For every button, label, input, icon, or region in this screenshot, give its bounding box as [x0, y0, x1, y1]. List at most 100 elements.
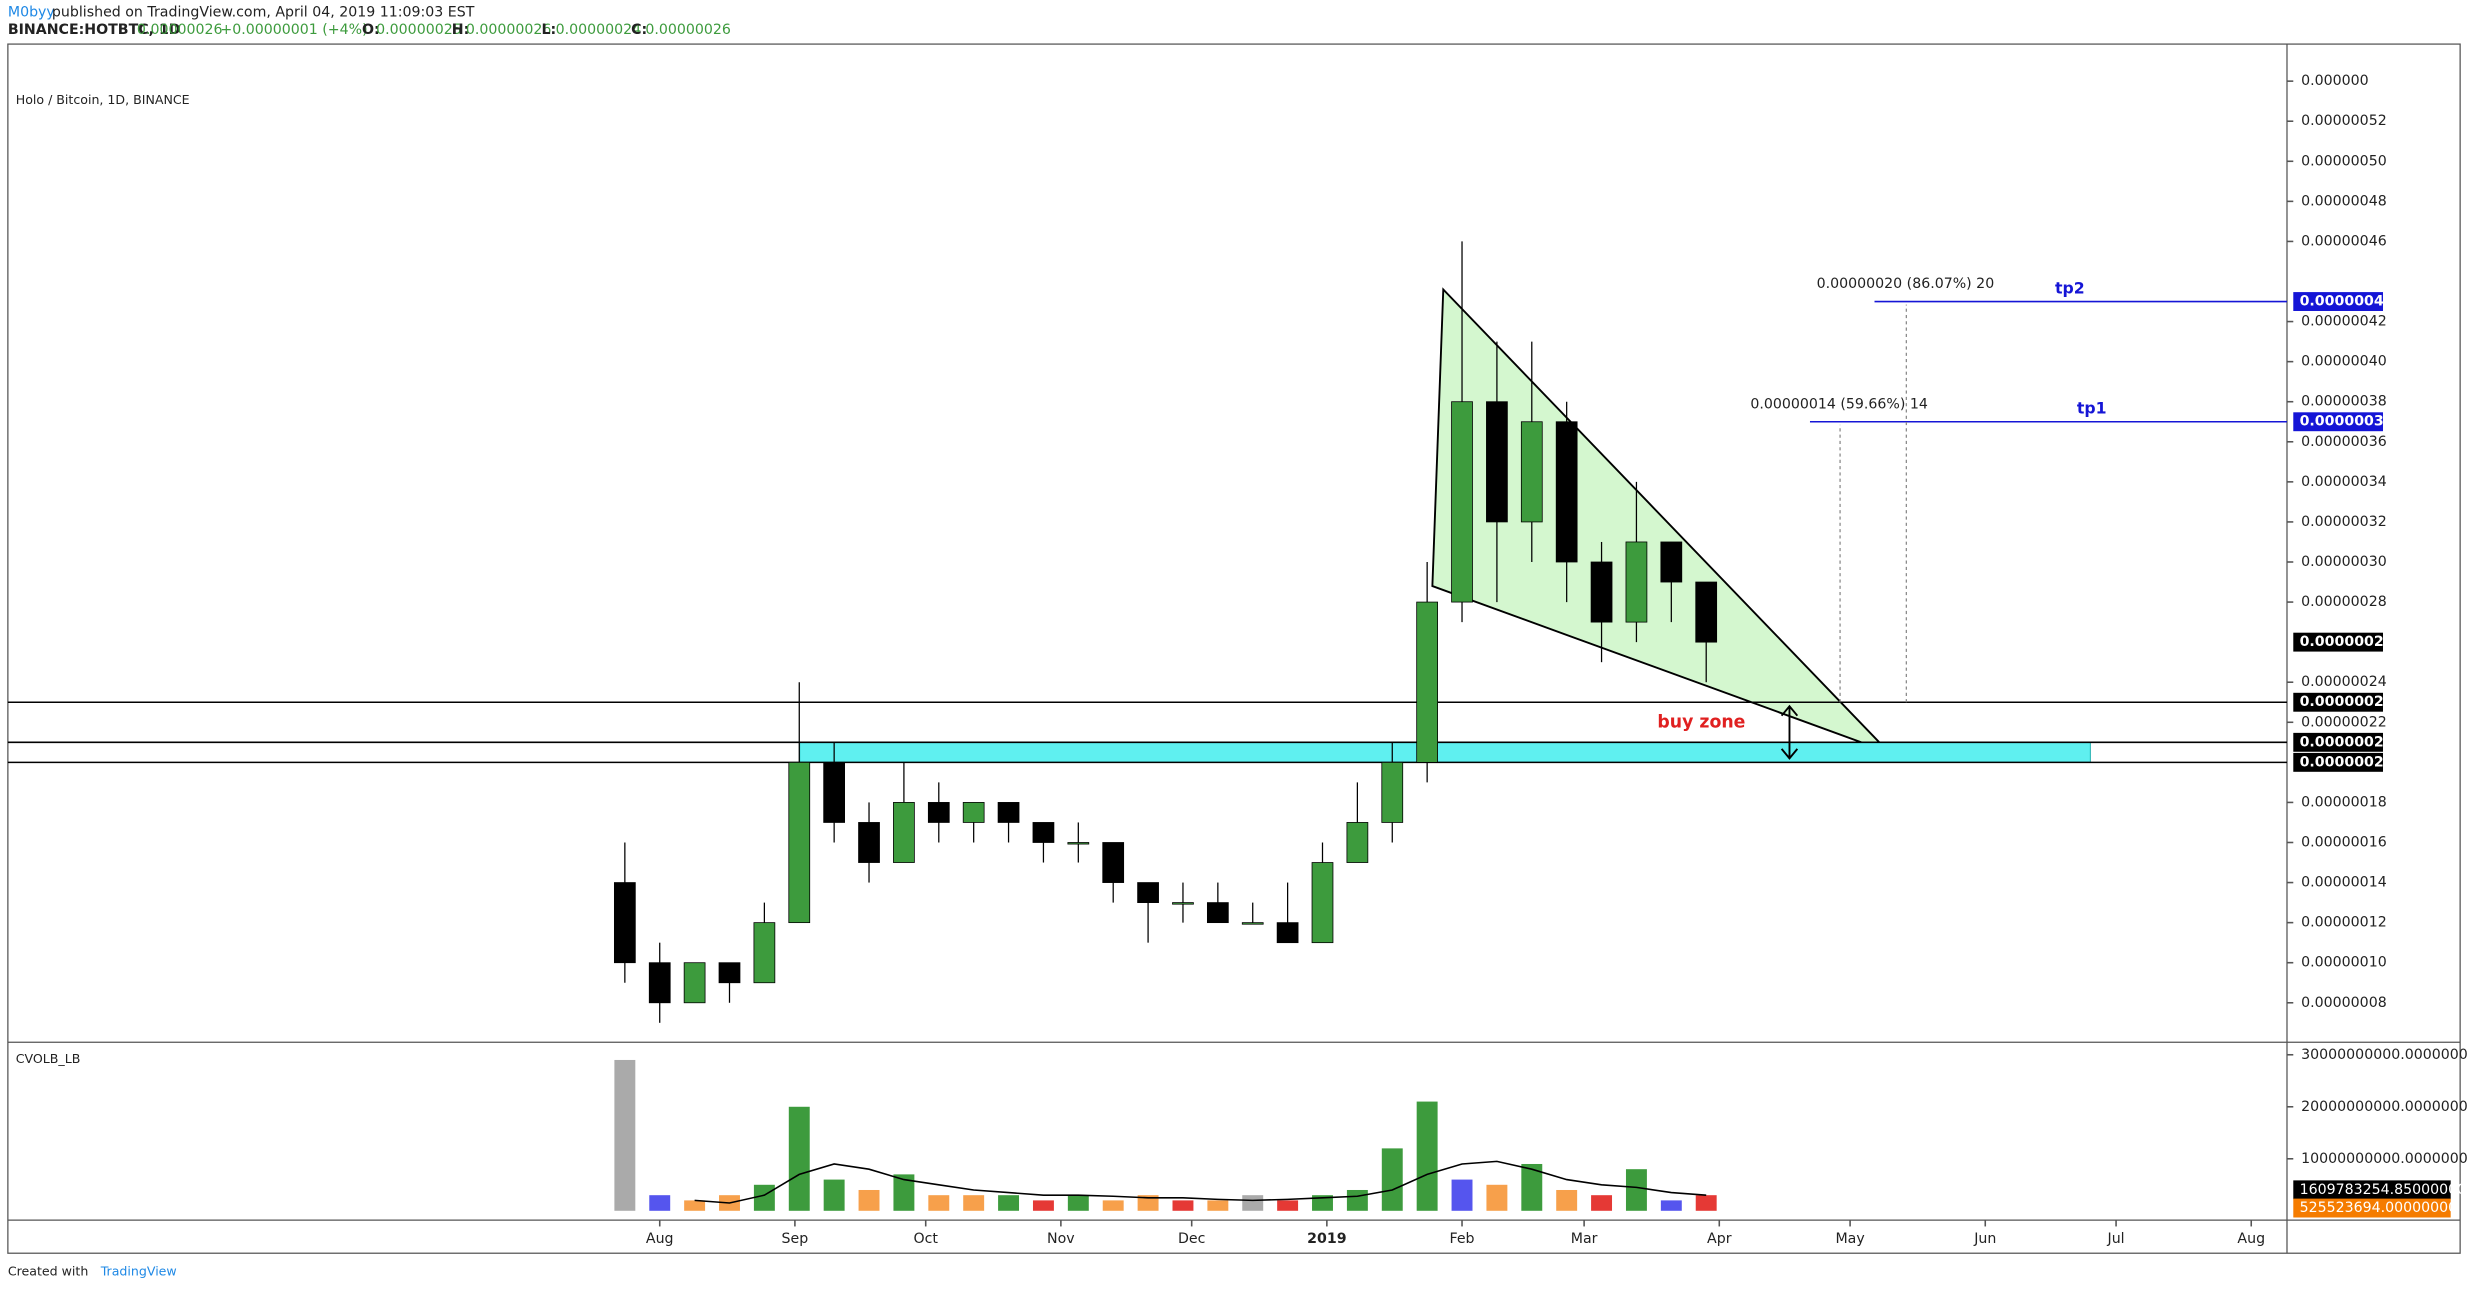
- last-price: 0.00000026: [137, 22, 223, 38]
- buy-zone-label: buy zone: [1657, 713, 1745, 733]
- x-tick-label: Feb: [1449, 1231, 1474, 1247]
- x-tick-label: Aug: [646, 1231, 674, 1247]
- price-badge: [2293, 292, 2384, 311]
- candle-body: [1381, 761, 1404, 823]
- y-tick-label: 30000000000.00000000: [2301, 1047, 2468, 1063]
- candle-body: [1032, 822, 1055, 843]
- y-tick-label: 10000000000.00000000: [2301, 1151, 2468, 1167]
- y-tick-label: 0.00000040: [2301, 354, 2387, 370]
- candle-body: [613, 882, 636, 964]
- double-arrow: [1780, 704, 1799, 760]
- price-badge-label: 0.00000026: [2300, 634, 2394, 650]
- volume-bar: [823, 1179, 845, 1211]
- volume-bar: [1067, 1195, 1089, 1211]
- chart-title: Holo / Bitcoin, 1D, BINANCE: [16, 92, 190, 107]
- x-tick-label: 2019: [1307, 1231, 1346, 1247]
- y-tick-label: 0.00000036: [2301, 434, 2387, 450]
- x-tick-label: Jul: [2107, 1231, 2125, 1247]
- volume-bar: [1521, 1163, 1543, 1211]
- brand[interactable]: TradingView: [100, 1264, 177, 1279]
- candle-body: [1172, 902, 1194, 905]
- price-badge-label: 0.0000002: [2300, 754, 2384, 770]
- ohlc-value: 0.00000026: [645, 22, 731, 38]
- volume-bar: [998, 1195, 1020, 1211]
- candle-body: [718, 962, 741, 984]
- y-tick-label: 0.00000008: [2301, 995, 2387, 1011]
- chart-frame: [7, 43, 2461, 1254]
- y-tick-label: 0.00000010: [2301, 955, 2387, 971]
- y-tick-label: 0.00000024: [2301, 674, 2387, 690]
- ohlc-label: H:: [452, 22, 470, 38]
- y-tick-label: 0.00000014: [2301, 875, 2387, 891]
- candle-body: [927, 802, 950, 823]
- volume-bar: [1277, 1200, 1299, 1211]
- candle-body: [1276, 922, 1299, 944]
- y-tick-label: 0.00000052: [2301, 113, 2387, 129]
- candle-body: [1137, 882, 1159, 903]
- y-tick-label: 0.00000018: [2301, 794, 2387, 810]
- candle-body: [1590, 561, 1613, 623]
- candle-body: [1695, 581, 1718, 643]
- candle-body: [1241, 922, 1264, 925]
- ohlc-label: O:: [362, 22, 380, 38]
- y-tick-label: 0.00000034: [2301, 474, 2387, 490]
- volume-bar: [963, 1195, 985, 1211]
- ohlc-value: 0.00000026: [466, 22, 552, 38]
- volume-bar: [684, 1200, 706, 1211]
- price-badge: [2293, 692, 2384, 712]
- author[interactable]: M0byy: [8, 5, 55, 21]
- volume-bar: [788, 1106, 810, 1211]
- candle-body: [1416, 601, 1439, 763]
- candle-body: [893, 802, 915, 863]
- target-label: tp2: [2055, 278, 2085, 297]
- price-badge: [2293, 732, 2384, 752]
- candle-body: [1102, 842, 1125, 883]
- candle-body: [788, 761, 811, 924]
- candle-body: [648, 962, 671, 1004]
- volume-bar: [893, 1174, 915, 1211]
- candle-body: [823, 761, 846, 823]
- volume-bar: [1102, 1200, 1124, 1211]
- volume-ma: [694, 1160, 1707, 1204]
- measure-text: 0.00000014 (59.66%) 14: [1750, 396, 1928, 412]
- volume-bar: [1591, 1195, 1613, 1211]
- x-tick-label: Apr: [1707, 1231, 1732, 1247]
- change: +0.00000001 (+4%): [220, 22, 367, 38]
- candle-body: [997, 802, 1020, 823]
- y-tick-label: 0.00000016: [2301, 834, 2387, 850]
- x-tick-label: Aug: [2237, 1231, 2265, 1247]
- volume-bar: [614, 1059, 636, 1211]
- volume-bar: [1451, 1179, 1473, 1211]
- candle-body: [1206, 902, 1229, 924]
- y-tick-label: 0.000000: [2301, 73, 2369, 89]
- volume-bar: [1346, 1189, 1368, 1211]
- volume-bar: [649, 1195, 671, 1211]
- candle-body: [962, 802, 985, 823]
- symbol-line: BINANCE:HOTBTC, 1D 0.00000026 +0.0000000…: [8, 22, 368, 38]
- volume-bar: [1032, 1200, 1054, 1211]
- candle-body: [1067, 842, 1090, 845]
- volume-bar: [1381, 1148, 1403, 1211]
- volume-bar: [1312, 1195, 1333, 1211]
- volume-bar: [1486, 1184, 1508, 1211]
- x-tick-label: May: [1835, 1231, 1864, 1247]
- y-tick-label: 0.00000042: [2301, 314, 2387, 330]
- volume-bar: [753, 1184, 775, 1211]
- volume-bar: [1416, 1101, 1438, 1211]
- ohlc-label: C:: [631, 22, 647, 38]
- volume-badge: [2293, 1180, 2451, 1200]
- candle-body: [753, 922, 776, 984]
- target-label: tp1: [2077, 399, 2107, 418]
- measure-text: 0.00000020 (86.07%) 20: [1817, 276, 1995, 292]
- symbol: BINANCE:HOTBTC, 1D: [8, 22, 181, 38]
- candle-body: [1451, 401, 1473, 603]
- candle-body: [1486, 401, 1508, 523]
- x-tick-label: Mar: [1571, 1231, 1598, 1247]
- y-tick-label: 0.00000046: [2301, 233, 2387, 249]
- volume-bar: [1172, 1200, 1194, 1211]
- x-tick-label: Sep: [782, 1231, 809, 1247]
- x-tick-label: Nov: [1047, 1231, 1075, 1247]
- volume-bar: [1137, 1195, 1159, 1211]
- candle-body: [1625, 541, 1648, 623]
